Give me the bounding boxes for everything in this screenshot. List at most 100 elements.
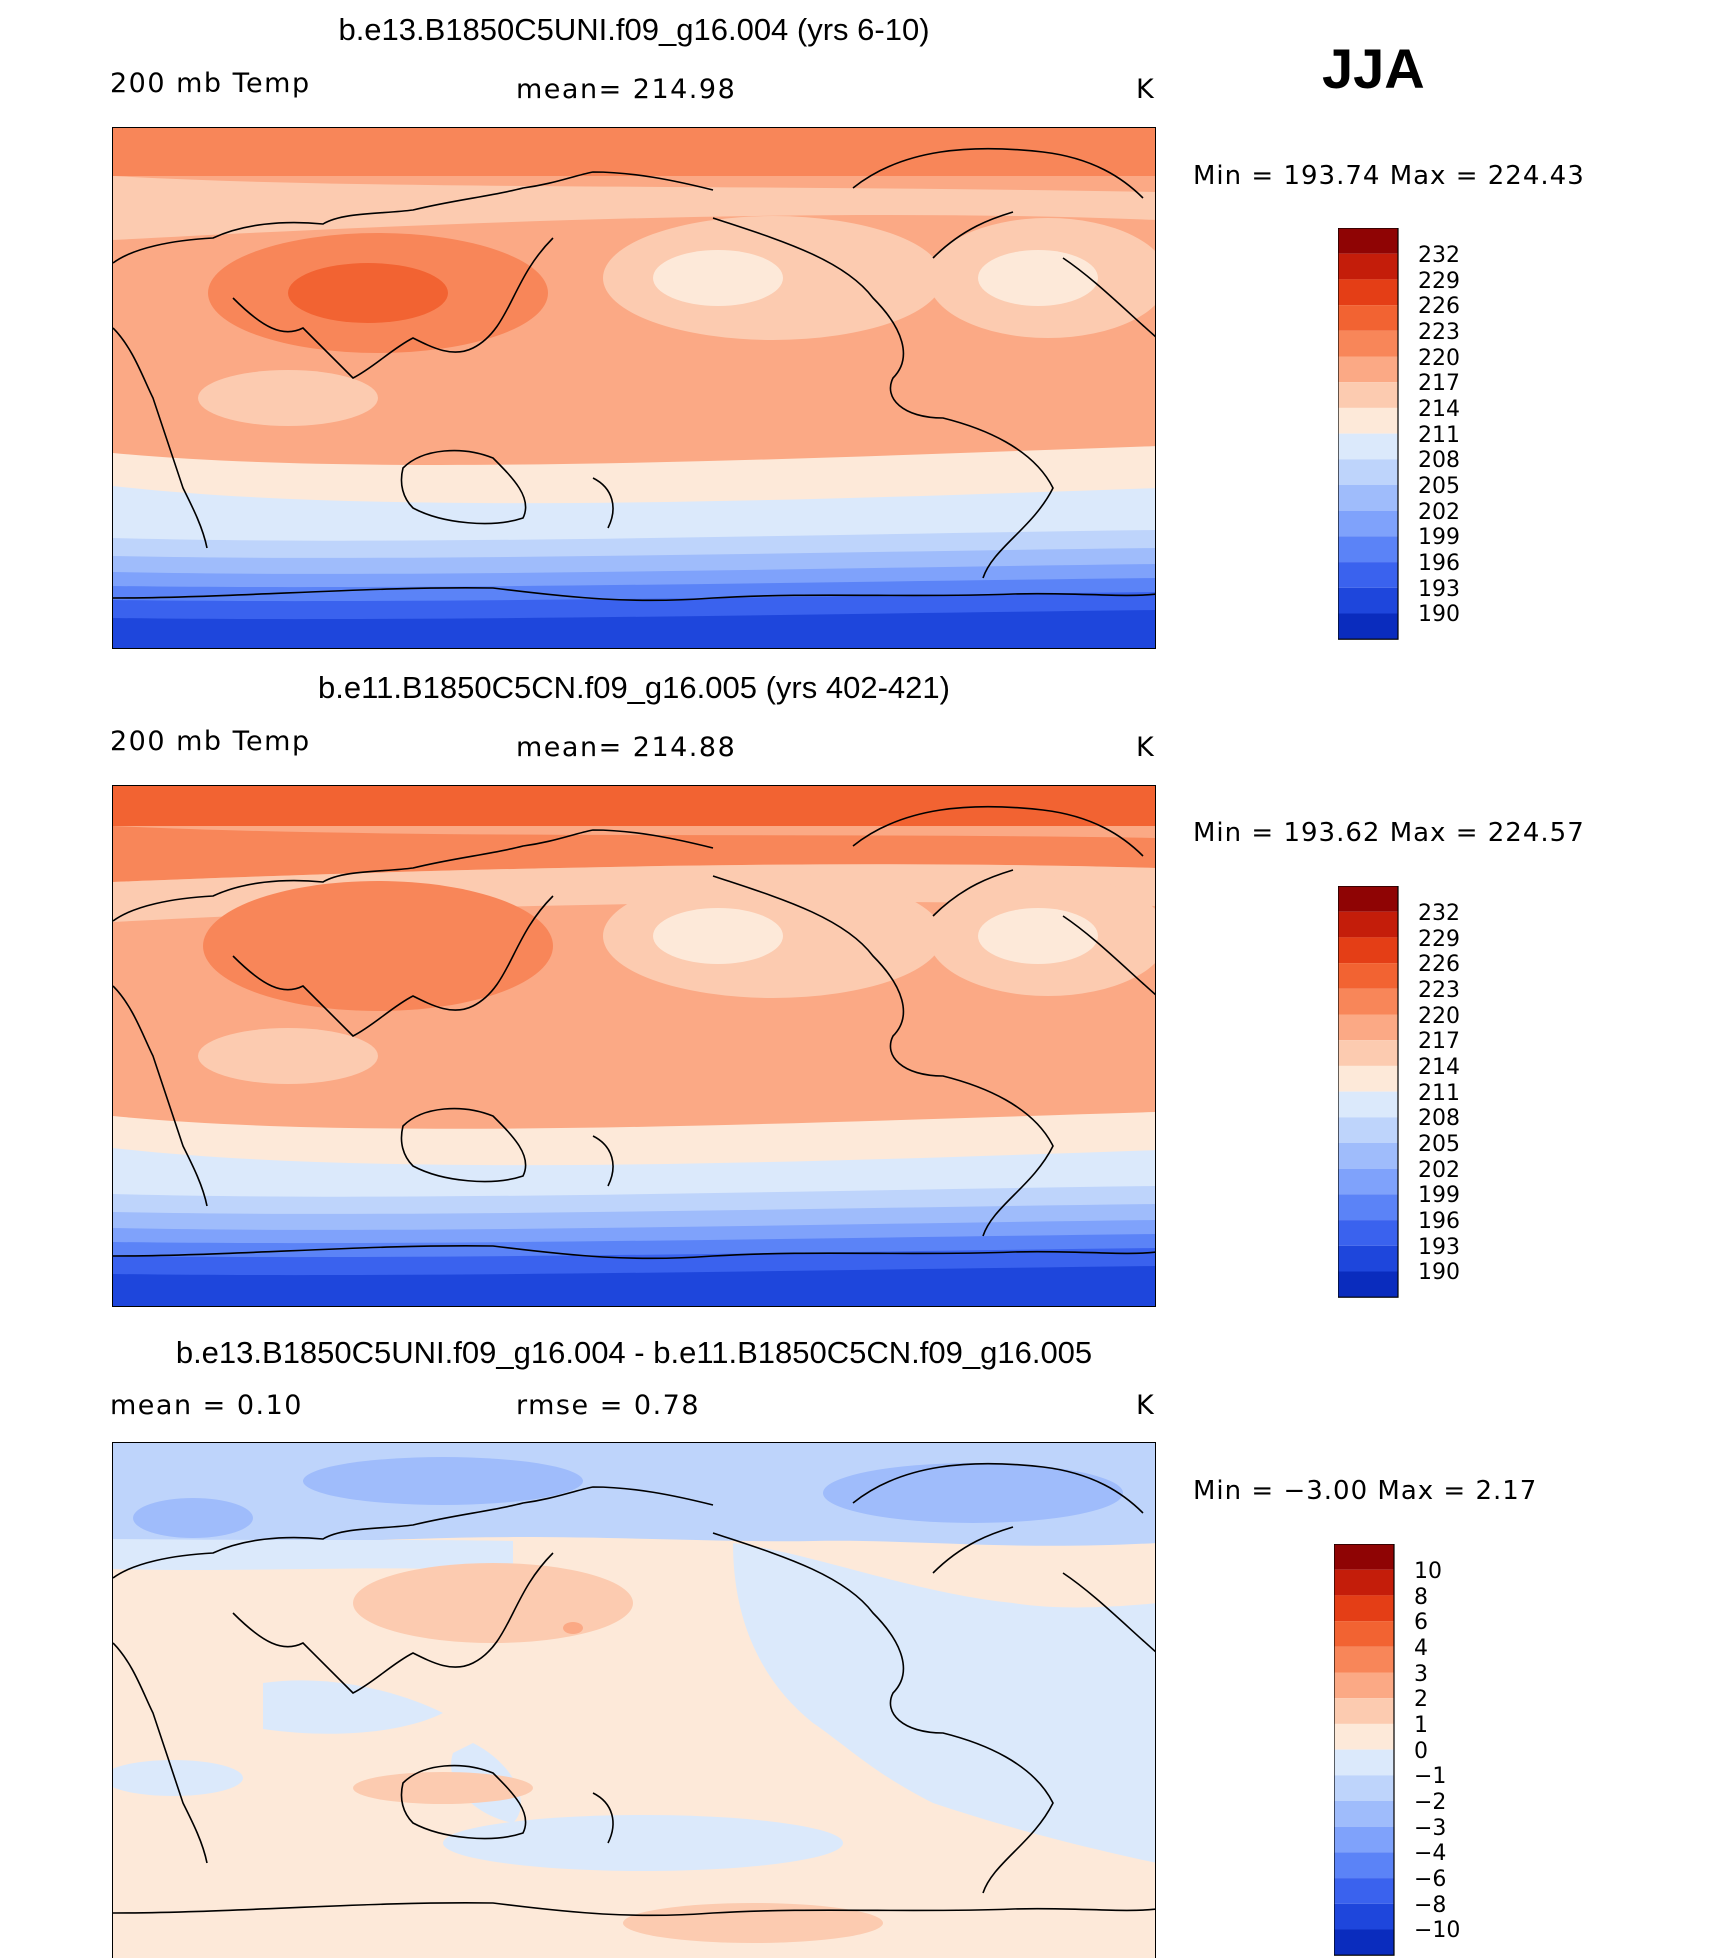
- panel-3-colorbar: 10 8 6 4 3 2 1 0 −1 −2 −3 −4 −6 −8 −10: [1333, 1543, 1534, 1958]
- p3-cb-box: [1334, 1723, 1394, 1750]
- panel-3-map: [112, 1442, 1156, 1958]
- p1-cb-label: 196: [1418, 551, 1460, 576]
- p1-cb-label: 226: [1418, 294, 1460, 319]
- p3-pos-asia: [353, 1563, 633, 1643]
- p3-neg-indian: [263, 1680, 443, 1734]
- p3-cb-label: 6: [1414, 1610, 1428, 1635]
- p2-cb-label: 202: [1418, 1158, 1460, 1183]
- p2-cb-label: 199: [1418, 1183, 1460, 1208]
- panel-2-map: [112, 785, 1156, 1307]
- p2-cb-box: [1338, 1040, 1398, 1066]
- panel-3-units: K: [1136, 1390, 1156, 1421]
- p3-cb-label: −4: [1414, 1841, 1446, 1866]
- p3-cb-box: [1334, 1595, 1394, 1622]
- p1-cb-label: 202: [1418, 500, 1460, 525]
- p3-cb-label: 0: [1414, 1739, 1428, 1764]
- p3-neg-europe: [133, 1498, 253, 1538]
- p1-cb-box: [1338, 613, 1398, 640]
- p2-cb-label: 232: [1418, 901, 1460, 926]
- p3-neg-southpac: [443, 1815, 843, 1871]
- p3-pos-south: [353, 1772, 533, 1804]
- p1-cb-box: [1338, 433, 1398, 460]
- p1-pacific-core: [653, 250, 783, 306]
- panel-3-mean-label: mean = 0.10: [110, 1390, 303, 1421]
- p2-cb-box: [1338, 1245, 1398, 1272]
- p2-cb-box: [1338, 1271, 1398, 1298]
- p2-cb-box: [1338, 1117, 1398, 1143]
- p1-cb-box: [1338, 536, 1398, 563]
- p3-cb-box: [1334, 1698, 1394, 1724]
- p2-cb-box: [1338, 911, 1398, 938]
- p2-cb-box: [1338, 886, 1398, 912]
- p1-cb-box: [1338, 407, 1398, 434]
- p1-cb-label: 223: [1418, 320, 1460, 345]
- panel-1-colorbar: 232 229 226 223 220 217 214 211 208 205 …: [1337, 227, 1538, 653]
- p1-cb-box: [1338, 562, 1398, 588]
- p1-tibet-core: [288, 263, 448, 323]
- p1-cb-box: [1338, 253, 1398, 280]
- panel-3-rmse-label: rmse = 0.78: [516, 1390, 701, 1421]
- p1-cb-box: [1338, 587, 1398, 614]
- p1-cb-label: 220: [1418, 346, 1460, 371]
- p3-cb-label: −1: [1414, 1764, 1446, 1789]
- p1-cb-label: 217: [1418, 371, 1460, 396]
- p3-cb-box: [1334, 1929, 1394, 1956]
- panel-2-mean-label: mean= 214.88: [516, 732, 737, 763]
- p3-neg-siberia: [303, 1457, 583, 1505]
- p3-colorbar-boxes: [1334, 1544, 1394, 1956]
- p2-cb-label: 196: [1418, 1209, 1460, 1234]
- p3-cb-label: −2: [1414, 1790, 1446, 1815]
- p1-cb-box: [1338, 279, 1398, 306]
- p1-cb-label: 232: [1418, 243, 1460, 268]
- p2-cb-label: 190: [1418, 1260, 1460, 1285]
- p1-cb-box: [1338, 459, 1398, 485]
- p3-cb-label: 10: [1414, 1559, 1442, 1584]
- p2-cb-box: [1338, 963, 1398, 989]
- p1-cb-label: 211: [1418, 423, 1460, 448]
- p3-cb-box: [1334, 1544, 1394, 1570]
- p1-cb-label: 208: [1418, 448, 1460, 473]
- p1-band-subarctic: [113, 176, 1155, 240]
- p3-cb-box: [1334, 1749, 1394, 1776]
- p2-band-arctic: [113, 826, 1155, 882]
- p2-cb-label: 217: [1418, 1029, 1460, 1054]
- p1-cb-box: [1338, 228, 1398, 254]
- p2-cb-box: [1338, 1014, 1398, 1041]
- p3-cb-label: −6: [1414, 1867, 1446, 1892]
- p3-cb-label: −8: [1414, 1893, 1446, 1918]
- p3-pos-antarctic: [623, 1903, 883, 1943]
- p1-band-190: [113, 610, 1155, 648]
- p3-cb-box: [1334, 1878, 1394, 1904]
- p1-cb-box: [1338, 356, 1398, 383]
- p1-cb-box: [1338, 305, 1398, 331]
- p3-cb-label: 4: [1414, 1636, 1428, 1661]
- p2-cb-box: [1338, 1220, 1398, 1246]
- p3-cb-label: 2: [1414, 1687, 1428, 1712]
- panel-3-minmax: Min = −3.00 Max = 2.17: [1193, 1476, 1538, 1506]
- p3-cb-label: 8: [1414, 1585, 1428, 1610]
- panel-1-map: [112, 127, 1156, 649]
- p3-cb-label: 3: [1414, 1662, 1428, 1687]
- p2-cb-box: [1338, 937, 1398, 964]
- p2-cb-label: 208: [1418, 1106, 1460, 1131]
- p2-cb-box: [1338, 988, 1398, 1015]
- p1-cb-label: 205: [1418, 474, 1460, 499]
- p2-cb-label: 223: [1418, 978, 1460, 1003]
- panel-1-mean-label: mean= 214.98: [516, 74, 737, 105]
- p1-band-arctic: [113, 128, 1155, 176]
- panel-1-variable-label: 200 mb Temp: [110, 68, 311, 99]
- p1-cb-box: [1338, 382, 1398, 408]
- panel-2-units: K: [1136, 732, 1156, 763]
- p3-cb-box: [1334, 1903, 1394, 1930]
- panel-2-colorbar: 232 229 226 223 220 217 214 211 208 205 …: [1337, 885, 1538, 1311]
- p2-cb-label: 220: [1418, 1004, 1460, 1029]
- panel-3-title: b.e13.B1850C5UNI.f09_g16.004 - b.e11.B18…: [175, 1335, 1093, 1370]
- p1-cb-label: 190: [1418, 602, 1460, 627]
- p3-cb-label: 1: [1414, 1713, 1428, 1738]
- p3-cb-box: [1334, 1672, 1394, 1699]
- p2-cb-label: 193: [1418, 1235, 1460, 1260]
- season-label: JJA: [1322, 37, 1425, 100]
- panel-1-minmax: Min = 193.74 Max = 224.43: [1193, 161, 1585, 191]
- p1-colorbar-boxes: [1338, 228, 1398, 640]
